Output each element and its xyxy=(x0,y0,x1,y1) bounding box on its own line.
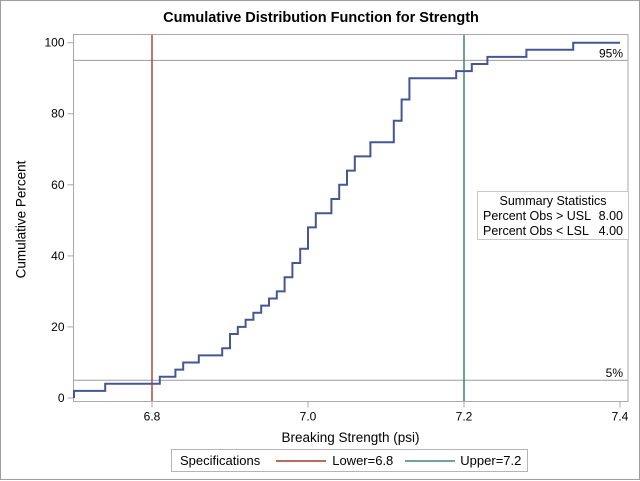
cdf-step-curve xyxy=(73,41,620,398)
x-axis-label: Breaking Strength (psi) xyxy=(281,430,420,445)
y-tick-label: 20 xyxy=(51,320,65,334)
y-tick-label: 0 xyxy=(58,391,65,405)
legend-title: Specifications xyxy=(180,453,261,468)
summary-statistics-box: Summary Statistics Percent Obs > USL 8.0… xyxy=(477,191,629,240)
summary-row-lsl-label: Percent Obs < LSL xyxy=(483,224,589,238)
x-tick-label: 7.2 xyxy=(456,410,473,424)
y-tick-label: 80 xyxy=(51,107,65,121)
y-axis-label: Cumulative Percent xyxy=(13,160,29,279)
x-tick-label: 7.4 xyxy=(612,410,629,424)
x-tick-label: 6.8 xyxy=(144,410,161,424)
lower-spec-line-swatch xyxy=(276,459,327,462)
summary-row-usl: Percent Obs > USL 8.00 xyxy=(483,209,623,224)
legend-item-lower: Lower=6.8 xyxy=(260,453,393,468)
x-tick-label: 7.0 xyxy=(300,410,317,424)
summary-statistics-title: Summary Statistics xyxy=(499,194,607,208)
specifications-legend: Specifications Lower=6.8 Upper=7.2 xyxy=(171,449,528,472)
percentile-label-95: 95% xyxy=(599,46,623,60)
summary-row-usl-value: 8.00 xyxy=(598,209,623,223)
percentile-label-5: 5% xyxy=(606,366,624,380)
legend-item-upper-label: Upper=7.2 xyxy=(460,453,522,468)
y-tick-label: 100 xyxy=(44,36,64,50)
summary-row-lsl: Percent Obs < LSL 4.00 xyxy=(483,224,623,239)
y-tick-label: 40 xyxy=(51,249,65,263)
summary-row-lsl-value: 4.00 xyxy=(598,224,623,238)
legend-item-lower-label: Lower=6.8 xyxy=(332,453,394,468)
y-tick-label: 60 xyxy=(51,178,65,192)
chart-title: Cumulative Distribution Function for Str… xyxy=(163,10,479,26)
legend-item-upper: Upper=7.2 xyxy=(393,453,521,468)
upper-spec-line-swatch xyxy=(405,459,456,462)
summary-row-usl-label: Percent Obs > USL xyxy=(483,209,592,223)
